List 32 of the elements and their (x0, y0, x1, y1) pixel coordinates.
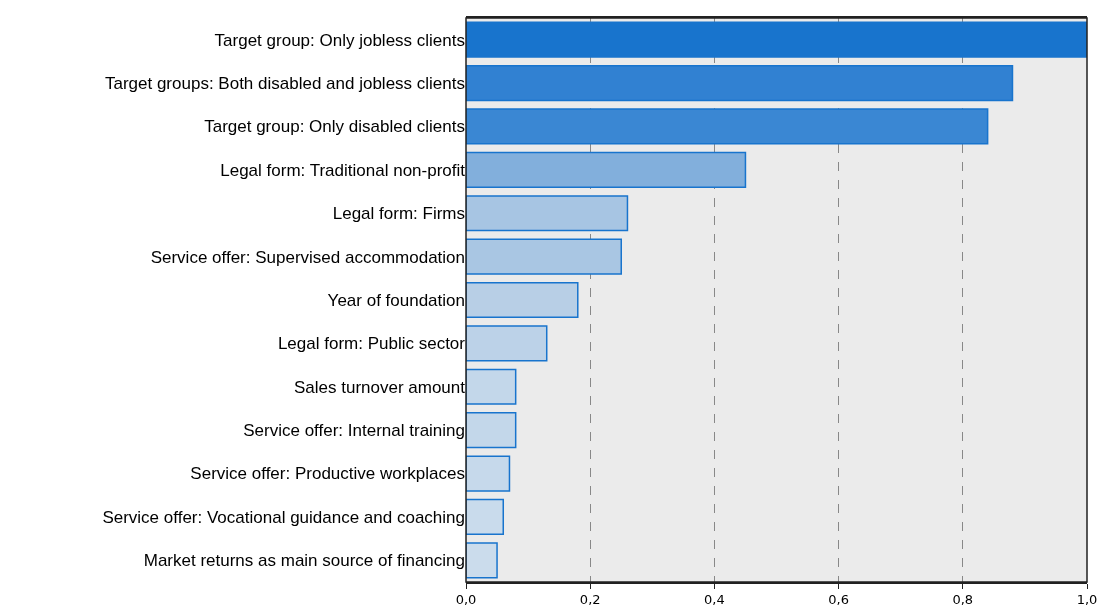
y-tick-label: Sales turnover amount (293, 377, 466, 397)
y-tick-label: Service offer: Internal training (243, 421, 465, 441)
y-tick-label: Target groups: Both disabled and jobless clients (104, 74, 465, 94)
y-tick-label: Target group: Only jobless clients (214, 30, 465, 50)
bar (466, 238, 622, 275)
x-tick-label: 0,8 (952, 592, 974, 608)
y-tick-label: Service offer: Supervised accommodation (150, 247, 465, 267)
bar (466, 325, 548, 362)
x-tick-label: 0,6 (828, 592, 849, 608)
bar (466, 21, 1087, 58)
x-tick-label: 0,0 (455, 592, 477, 608)
y-tick-label: Legal form: Public sector (277, 334, 466, 354)
y-tick-label: Legal form: Traditional non-profit (220, 160, 466, 180)
y-tick-label: Market returns as main source of financing (143, 551, 465, 571)
bar (466, 281, 579, 319)
bar (466, 412, 517, 449)
bar (466, 542, 498, 579)
x-tick-label: 0,4 (704, 592, 725, 608)
x-tick-label: 1,0 (1076, 592, 1098, 608)
bar (466, 64, 1014, 102)
x-tick-label: 0,2 (579, 592, 601, 608)
bar (466, 151, 747, 188)
bar (466, 368, 517, 405)
bar (466, 498, 505, 536)
y-tick-label: Year of foundation (327, 290, 465, 310)
y-tick-label: Service offer: Vocational guidance and coaching (102, 507, 465, 527)
y-tick-label: Target group: Only disabled clients (204, 117, 465, 137)
bar (466, 455, 511, 492)
bar (466, 195, 629, 232)
y-tick-label: Service offer: Productive workplaces (190, 464, 465, 484)
bar (466, 108, 989, 145)
y-tick-label: Legal form: Firms (332, 204, 465, 224)
